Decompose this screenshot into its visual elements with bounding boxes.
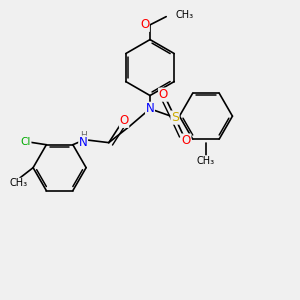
Text: CH₃: CH₃	[9, 178, 27, 188]
Text: O: O	[159, 88, 168, 101]
Text: O: O	[140, 18, 149, 32]
Text: H: H	[80, 131, 86, 140]
Text: CH₃: CH₃	[197, 156, 215, 166]
Text: O: O	[182, 134, 191, 147]
Text: N: N	[146, 102, 154, 115]
Text: Cl: Cl	[21, 137, 31, 147]
Text: CH₃: CH₃	[175, 10, 193, 20]
Text: S: S	[171, 111, 179, 124]
Text: N: N	[79, 136, 88, 149]
Text: O: O	[119, 114, 129, 127]
